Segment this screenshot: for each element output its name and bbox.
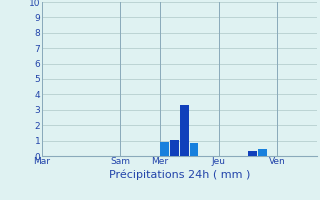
Bar [258,149,267,156]
X-axis label: Précipitations 24h ( mm ): Précipitations 24h ( mm ) [108,169,250,180]
Bar [160,142,169,156]
Bar [170,140,179,156]
Bar [180,105,188,156]
Bar [249,151,257,156]
Bar [189,143,198,156]
